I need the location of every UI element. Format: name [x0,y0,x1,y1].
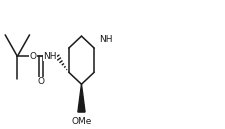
Text: NH: NH [99,35,113,44]
Text: O: O [38,77,45,86]
Polygon shape [78,84,85,112]
Text: OMe: OMe [71,117,92,126]
Text: O: O [30,52,37,61]
Text: NH: NH [43,52,57,61]
